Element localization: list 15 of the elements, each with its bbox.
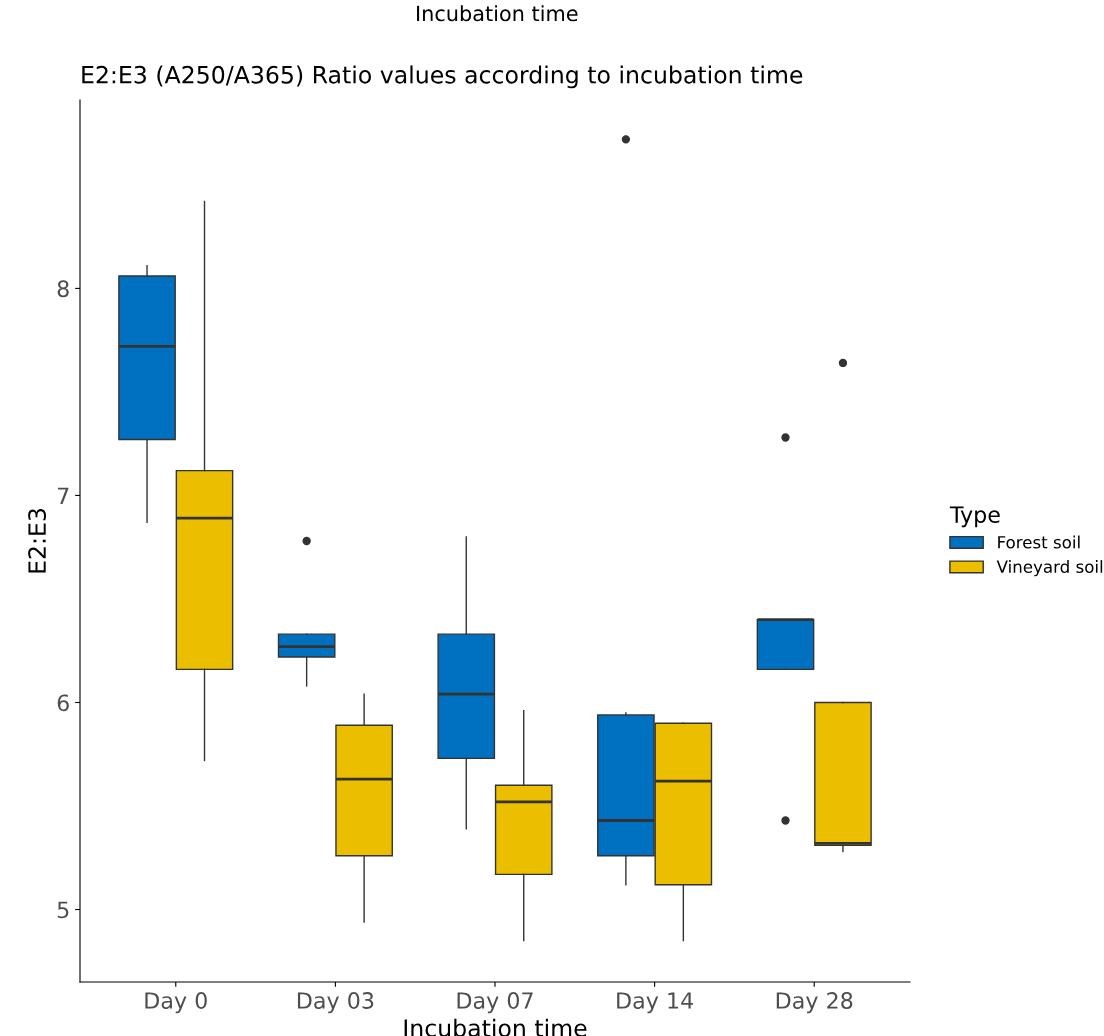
y-tick-label: 7 — [57, 487, 69, 504]
x-tick-label: Day 14 — [617, 992, 693, 1014]
x-tick-label: Day 03 — [297, 992, 374, 1014]
x-tick-label: Day 0 — [145, 992, 207, 1014]
legend-label: Forest soil — [998, 535, 1080, 549]
x-tick-label: Day 07 — [457, 992, 533, 1014]
y-axis-title: E2:E3 — [28, 508, 47, 573]
y-tick-label: 5 — [57, 901, 69, 919]
x-tick-label: Day 28 — [776, 992, 853, 1014]
chart-title: E2:E3 (A250/A365) Ratio values according to incubation time — [82, 65, 803, 89]
legend-label: Vineyard soil — [996, 560, 1103, 577]
text: Incubation time — [417, 5, 578, 22]
legend-title: Type — [949, 506, 1000, 528]
y-tick-label: 6 — [57, 694, 69, 712]
y-tick-label: 8 — [57, 280, 69, 298]
